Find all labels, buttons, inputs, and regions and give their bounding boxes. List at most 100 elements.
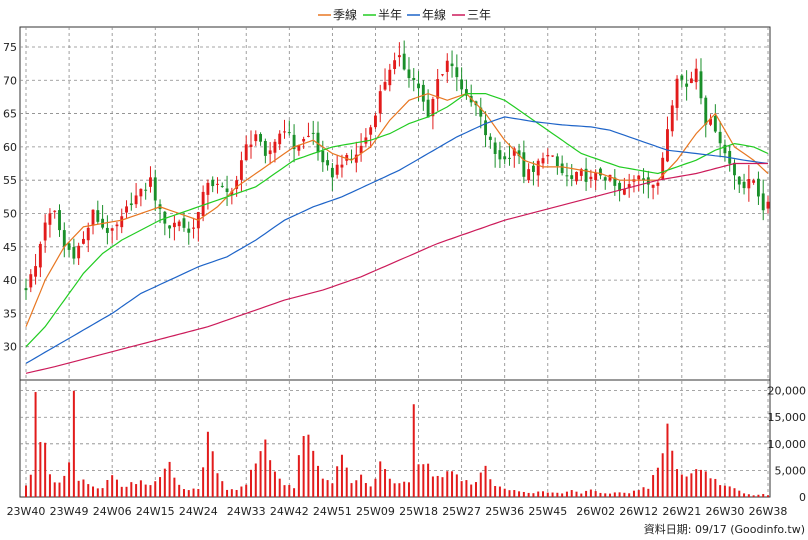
candle: [407, 57, 411, 88]
volume-tick-label: 15,000: [768, 411, 807, 424]
volume-bar: [144, 484, 147, 497]
volume-bar: [111, 475, 114, 497]
candle-body: [685, 83, 689, 87]
volume-bar: [345, 467, 348, 497]
price-tick-label: 70: [3, 74, 17, 87]
volume-bar: [580, 493, 583, 497]
candle-body: [713, 116, 717, 132]
candle-body: [340, 164, 344, 168]
candle: [551, 155, 555, 158]
candle-body: [182, 218, 186, 228]
x-tick-label: 24W33: [227, 505, 266, 518]
candle: [455, 54, 459, 92]
candle: [685, 70, 689, 101]
volume-bar: [374, 478, 377, 497]
candle: [273, 139, 277, 163]
candle: [72, 238, 76, 265]
volume-bar: [340, 454, 343, 497]
candle-body: [244, 144, 248, 161]
volume-bar: [699, 469, 702, 497]
volume-bar: [202, 467, 205, 497]
candle: [441, 74, 444, 77]
candle-body: [761, 193, 765, 211]
candle: [278, 130, 282, 150]
candle-body: [402, 53, 406, 70]
candle-body: [560, 163, 564, 174]
candle-body: [220, 185, 224, 187]
candle: [58, 204, 61, 237]
moving-averages: [25, 92, 769, 374]
volume-axis: 0 5,000 10,000 15,000 20,000: [768, 385, 807, 504]
candle: [589, 169, 593, 188]
volume-bar: [44, 442, 47, 497]
candle: [756, 171, 760, 205]
volume-bar: [704, 471, 707, 497]
candle-body: [584, 168, 588, 182]
candle-body: [24, 288, 28, 291]
candle: [608, 174, 612, 183]
candle: [412, 68, 416, 92]
volume-bar: [747, 494, 750, 497]
candle: [268, 142, 272, 165]
candle: [340, 154, 344, 178]
volume-bar: [101, 488, 104, 497]
candle-body: [105, 227, 109, 233]
candle: [541, 152, 545, 169]
candle-body: [618, 182, 622, 192]
candle: [603, 176, 607, 190]
candle-body: [326, 160, 330, 166]
volume-bar: [321, 478, 324, 497]
ma-year-line: [25, 116, 769, 364]
candle-body: [579, 169, 583, 176]
price-tick-label: 30: [3, 341, 17, 354]
volume-bar: [561, 493, 564, 497]
x-tick-label: 23W40: [7, 505, 46, 518]
volume-bar: [723, 485, 726, 497]
candle: [718, 120, 722, 158]
volume-bar: [465, 480, 468, 497]
candle: [307, 122, 310, 138]
candle: [43, 214, 47, 253]
volume-bar: [642, 487, 645, 497]
candle-body: [53, 210, 57, 212]
candle: [86, 222, 90, 253]
volume-bar: [216, 473, 219, 497]
volume-bar: [182, 489, 185, 497]
candle-body: [34, 266, 38, 277]
candle-body: [426, 99, 430, 118]
candle: [34, 253, 38, 285]
volume-bar: [25, 485, 27, 497]
candle: [417, 71, 420, 102]
volume-bar: [455, 474, 458, 497]
candle: [618, 180, 622, 202]
candle-body: [541, 158, 545, 164]
candle-body: [354, 154, 358, 163]
candle-body: [670, 105, 674, 132]
price-tick-label: 55: [3, 174, 17, 187]
candle-body: [115, 224, 119, 227]
volume-tick-label: 20,000: [768, 385, 807, 398]
candle: [527, 163, 531, 184]
candle-body: [330, 167, 334, 178]
volume-bar: [542, 491, 545, 497]
candle-body: [149, 177, 152, 187]
candle: [230, 187, 234, 205]
candle: [436, 68, 440, 111]
volume-bar: [422, 464, 425, 497]
candle: [115, 221, 119, 241]
candle-body: [335, 164, 339, 175]
volume-bar: [72, 390, 75, 497]
candle: [388, 63, 392, 92]
candle-body: [646, 177, 650, 185]
candle: [752, 178, 756, 185]
candle: [646, 170, 650, 199]
volume-bar: [503, 488, 506, 497]
candle: [464, 79, 468, 100]
candle-body: [508, 157, 511, 159]
candle-body: [374, 115, 377, 128]
volume-bar: [690, 473, 693, 497]
candle: [479, 97, 483, 129]
volume-bar: [159, 477, 162, 497]
candle-body: [517, 150, 521, 157]
candle-body: [436, 79, 440, 99]
